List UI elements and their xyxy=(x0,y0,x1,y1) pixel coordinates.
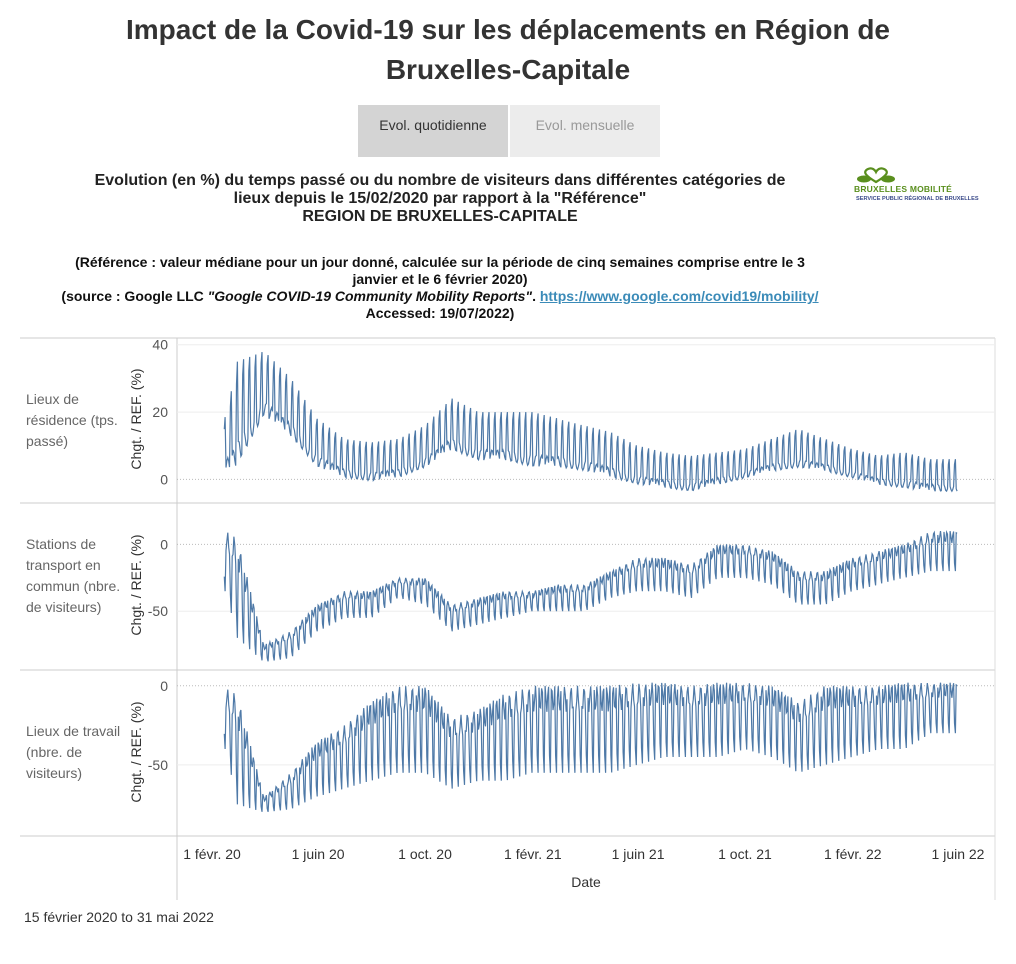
x-tick-label: 1 févr. 20 xyxy=(183,846,241,862)
source-sep: . xyxy=(532,288,540,304)
panel-label-transit: Stations de transport en commun (nbre. d… xyxy=(26,536,121,615)
note-line-2: janvier et le 6 février 2020) xyxy=(352,271,528,287)
subtitle-line-1: Evolution (en %) du temps passé ou du no… xyxy=(94,172,786,189)
tab-evol-mensuelle[interactable]: Evol. mensuelle xyxy=(510,105,660,157)
reference-note: (Référence : valeur médiane pour un jour… xyxy=(20,254,860,322)
series-line-transit xyxy=(223,529,958,662)
y-tick-label: -50 xyxy=(148,757,168,773)
source-link[interactable]: https://www.google.com/covid19/mobility/ xyxy=(539,288,819,304)
subtitle-line-3: REGION DE BRUXELLES-CAPITALE xyxy=(302,208,578,225)
x-tick-label: 1 oct. 20 xyxy=(398,846,452,862)
panel-label-residence: Lieux de résidence (tps. passé) xyxy=(26,391,118,449)
source-prefix: (source : Google LLC xyxy=(61,288,208,304)
x-tick-label: 1 juin 22 xyxy=(932,846,985,862)
y-tick-label: 0 xyxy=(160,678,168,694)
logo-subtext: SERVICE PUBLIC RÉGIONAL DE BRUXELLES xyxy=(856,196,979,202)
x-tick-label: 1 juin 20 xyxy=(292,846,345,862)
title-line-1: Impact de la Covid-19 sur les déplacemen… xyxy=(125,14,890,45)
note-accessed: Accessed: 19/07/2022) xyxy=(365,305,515,321)
y-tick-label: 0 xyxy=(160,471,168,487)
heart-leaf-icon xyxy=(857,167,895,184)
y-tick-label: 0 xyxy=(160,536,168,552)
subtitle-line-2: lieux depuis le 15/02/2020 par rapport à… xyxy=(233,190,647,207)
series-line-residence xyxy=(223,352,958,493)
note-source: (source : Google LLC "Google COVID-19 Co… xyxy=(20,288,860,305)
title-line-2: Bruxelles-Capitale xyxy=(385,54,631,85)
x-tick-label: 1 juin 21 xyxy=(612,846,665,862)
chart-subtitle: Evolution (en %) du temps passé ou du no… xyxy=(30,172,850,226)
tab-evol-quotidienne[interactable]: Evol. quotidienne xyxy=(358,105,508,157)
logo-text: BRUXELLES MOBILITÉ xyxy=(854,184,953,194)
x-tick-label: 1 oct. 21 xyxy=(718,846,772,862)
x-tick-label: 1 févr. 22 xyxy=(824,846,882,862)
date-range-footer: 15 février 2020 to 31 mai 2022 xyxy=(24,909,214,925)
x-tick-label: 1 févr. 21 xyxy=(504,846,562,862)
source-title: "Google COVID-19 Community Mobility Repo… xyxy=(207,288,533,304)
y-tick-label: 40 xyxy=(152,337,168,353)
bruxelles-mobilite-logo: BRUXELLES MOBILITÉ SERVICE PUBLIC RÉGION… xyxy=(852,166,1002,210)
note-line-1: (Référence : valeur médiane pour un jour… xyxy=(75,254,805,270)
panel-label-work: Lieux de travail (nbre. de visiteurs) xyxy=(26,723,121,781)
y-tick-label: -50 xyxy=(148,603,168,619)
dashboard-title: Impact de la Covid-19 sur les déplacemen… xyxy=(0,10,1016,90)
y-tick-label: 20 xyxy=(152,404,168,420)
x-axis-title: Date xyxy=(571,874,601,890)
series-line-work xyxy=(223,682,958,813)
